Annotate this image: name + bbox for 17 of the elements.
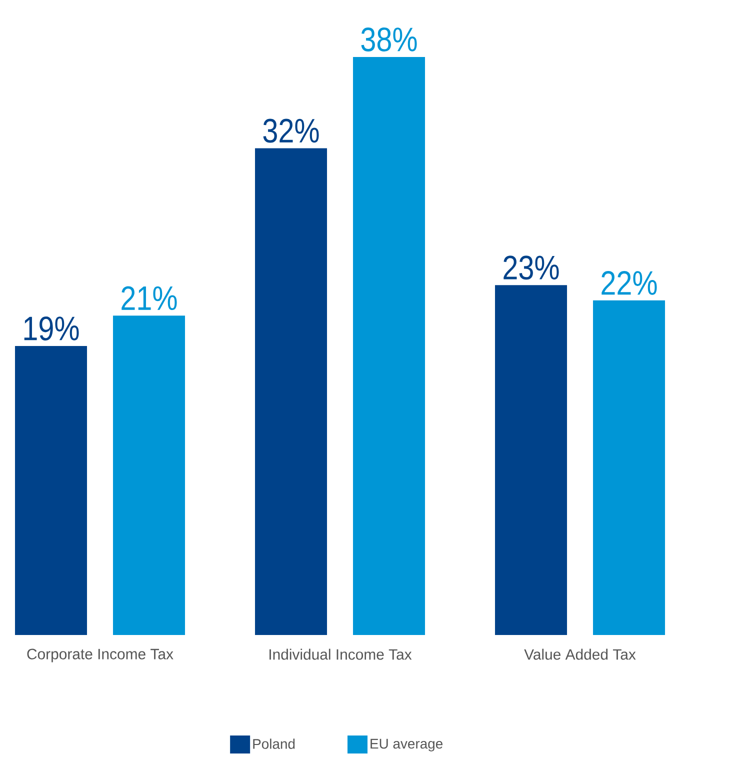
data-label: 23%: [504, 256, 559, 280]
legend-label: Poland: [253, 738, 295, 749]
bar: [15, 346, 87, 635]
bar: [495, 285, 568, 635]
x-tick-label: Value Added Tax: [524, 648, 636, 660]
x-tick-label: Corporate Income Tax: [27, 648, 174, 662]
bar: [593, 300, 666, 635]
data-label: 38%: [361, 27, 417, 52]
x-tick-label: Individual Income Tax: [270, 648, 412, 660]
data-label: 32%: [263, 118, 319, 143]
bar: [255, 148, 328, 635]
bar: [113, 316, 186, 635]
legend-label: EU average: [370, 738, 442, 752]
bar: [353, 56, 426, 635]
data-label: 22%: [602, 270, 657, 295]
data-label: 21%: [122, 286, 177, 310]
data-label: 19%: [24, 316, 79, 340]
